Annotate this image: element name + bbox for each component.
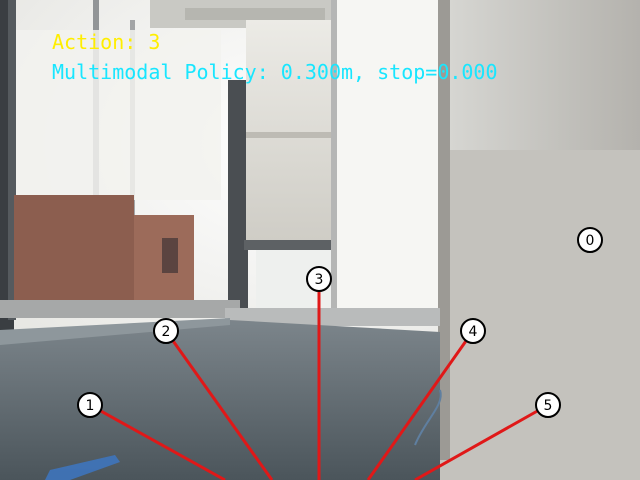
action-marker-circle	[535, 392, 561, 418]
action-marker-label: 2	[162, 324, 171, 340]
wall	[440, 150, 640, 480]
ceiling-duct	[185, 8, 325, 20]
action-marker-3[interactable]: 3	[306, 266, 332, 292]
window-shade	[16, 30, 221, 200]
action-marker-circle	[577, 227, 603, 253]
floor-carpet	[0, 320, 440, 480]
action-marker-circle	[460, 318, 486, 344]
action-ray-1	[89, 403, 226, 480]
action-marker-label: 3	[315, 272, 324, 288]
window-frame	[331, 0, 337, 320]
wall-edge	[438, 0, 450, 460]
window-shade	[331, 0, 439, 320]
window-frame	[8, 0, 16, 320]
action-marker-label: 0	[586, 233, 595, 249]
action-marker-2[interactable]: 2	[153, 318, 179, 344]
action-ray-4	[366, 330, 475, 480]
window-frame	[228, 80, 248, 320]
action-marker-4[interactable]: 4	[460, 318, 486, 344]
action-marker-circle	[77, 392, 103, 418]
building-window	[162, 238, 178, 273]
window-frame	[244, 240, 334, 250]
action-marker-label: 5	[544, 398, 553, 414]
window-sill	[0, 300, 240, 318]
action-marker-label: 1	[86, 398, 95, 414]
action-marker-1[interactable]: 1	[77, 392, 103, 418]
floor-tape	[45, 455, 120, 480]
brick-building	[14, 195, 134, 310]
action-marker-circle	[306, 266, 332, 292]
action-marker-label: 4	[469, 324, 478, 340]
window-ledge	[225, 308, 440, 326]
window-shade	[246, 20, 331, 240]
action-ray-2	[164, 330, 274, 480]
action-readout: Action: 3	[52, 30, 161, 54]
floor-cable	[414, 389, 442, 446]
action-ray-5	[414, 403, 549, 480]
action-marker-circle	[153, 318, 179, 344]
action-marker-5[interactable]: 5	[535, 392, 561, 418]
window-shade	[246, 132, 331, 138]
policy-readout: Multimodal Policy: 0.300m, stop=0.000	[52, 60, 498, 84]
action-marker-0[interactable]: 0	[577, 227, 603, 253]
